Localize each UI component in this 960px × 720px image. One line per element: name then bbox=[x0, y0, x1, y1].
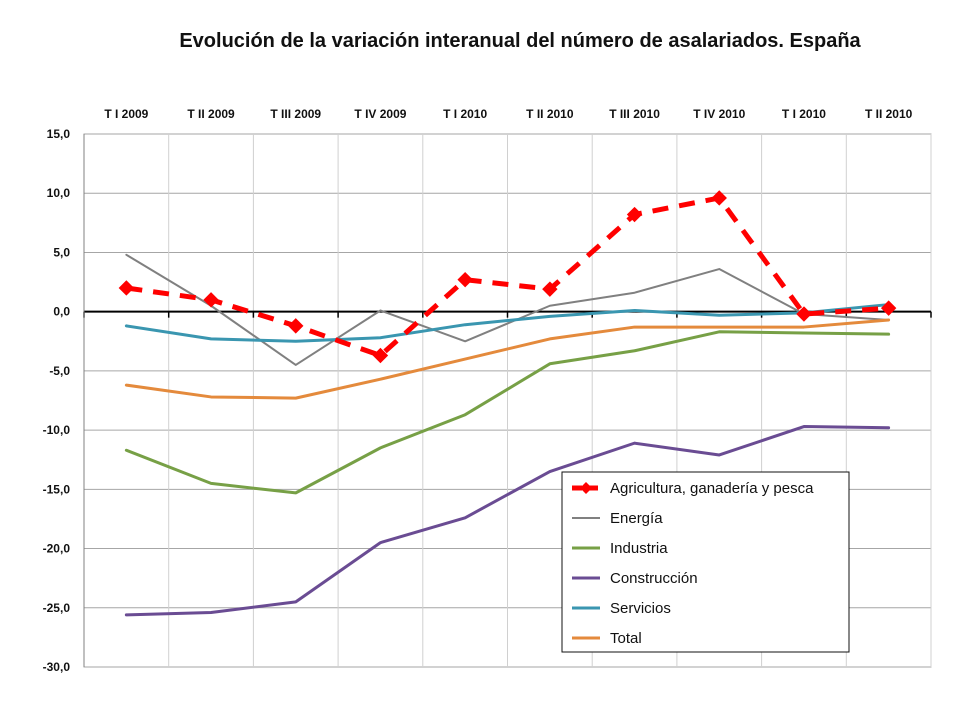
series-point bbox=[203, 292, 219, 308]
series-line-1 bbox=[125, 253, 890, 366]
x-tick-label: T II 2009 bbox=[187, 107, 235, 121]
legend-label: Energía bbox=[610, 510, 663, 527]
chart-title: Evolución de la variación interanual del… bbox=[179, 30, 861, 52]
y-tick-label: 5,0 bbox=[53, 245, 70, 259]
y-tick-label: -25,0 bbox=[43, 601, 71, 615]
y-tick-label: 10,0 bbox=[47, 186, 71, 200]
series-point bbox=[288, 318, 304, 334]
legend-label: Industria bbox=[610, 540, 668, 557]
x-tick-label: T I 2010 bbox=[782, 107, 826, 121]
series-lines bbox=[118, 190, 897, 617]
x-tick-label: T III 2010 bbox=[609, 107, 660, 121]
x-tick-label: T I 2010 bbox=[443, 107, 487, 121]
series-point bbox=[880, 300, 897, 316]
series-point bbox=[372, 347, 389, 364]
y-tick-label: -20,0 bbox=[43, 542, 71, 556]
x-tick-label: T I 2009 bbox=[104, 107, 148, 121]
legend: Agricultura, ganadería y pesca Energía Ind… bbox=[561, 471, 850, 653]
legend-box bbox=[561, 471, 850, 653]
series-line-3 bbox=[124, 425, 891, 617]
series-line-5 bbox=[124, 318, 891, 400]
y-tick-label: -5,0 bbox=[49, 364, 70, 378]
y-tick-label: -30,0 bbox=[43, 660, 71, 674]
x-tick-label: T IV 2010 bbox=[693, 107, 745, 121]
series-point bbox=[711, 190, 727, 206]
axes bbox=[83, 134, 932, 667]
x-tick-label: T IV 2009 bbox=[354, 107, 406, 121]
series-point bbox=[626, 206, 643, 223]
series-point bbox=[118, 280, 135, 296]
series-line-2 bbox=[124, 330, 891, 495]
x-tick-label: T II 2010 bbox=[865, 107, 913, 121]
y-tick-label: 0,0 bbox=[53, 305, 70, 319]
x-tick-labels: T I 2009 T II 2009 T III 2009 T IV 2009 T I … bbox=[104, 107, 912, 121]
legend-marker bbox=[580, 482, 592, 494]
series-point bbox=[457, 271, 473, 288]
series-line-4 bbox=[124, 303, 891, 343]
legend-label: Agricultura, ganadería y pesca bbox=[610, 480, 814, 497]
legend-label: Servicios bbox=[610, 600, 671, 617]
series-line-0 bbox=[126, 195, 889, 358]
y-tick-label: -15,0 bbox=[43, 482, 71, 496]
y-tick-label: -10,0 bbox=[43, 423, 71, 437]
y-tick-label: 15,0 bbox=[47, 127, 71, 141]
y-tick-labels: 15,0 10,0 5,0 0,0 -5,0 -10,0 -15,0 -20,0 -25,0 -3… bbox=[43, 127, 71, 674]
x-tick-label: T II 2010 bbox=[526, 107, 574, 121]
legend-label: Construcción bbox=[610, 570, 698, 587]
series-point bbox=[542, 281, 558, 297]
x-tick-label: T III 2009 bbox=[270, 107, 321, 121]
legend-label: Total bbox=[610, 630, 642, 647]
series-point bbox=[796, 306, 812, 322]
